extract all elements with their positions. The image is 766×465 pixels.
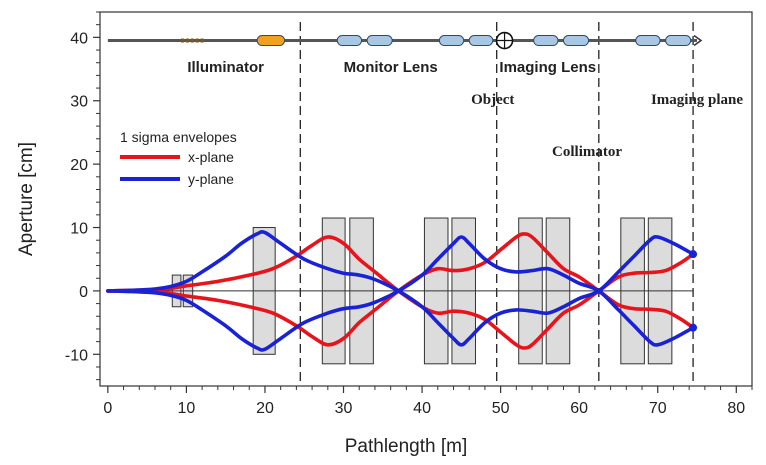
x-tick-label-2: 10	[178, 400, 196, 417]
endpoint-marker-2	[689, 323, 698, 332]
x-tick-label-1: 0	[103, 400, 112, 417]
x-tick-label-8: 70	[649, 400, 667, 417]
beamline-schematic	[107, 31, 703, 50]
y-tick-label-2: 0	[79, 284, 88, 301]
y-tick-label-1: -10	[65, 347, 88, 364]
endpoint-marker-1	[689, 250, 698, 259]
y-tick-label-5: 30	[70, 94, 88, 111]
x-tick-label-5: 40	[413, 400, 431, 417]
y-plane-envelope-3	[106, 230, 695, 347]
x-tick-label-7: 60	[570, 400, 588, 417]
axis-titles: Pathlength [m] Aperture [cm]	[16, 142, 467, 457]
beamline-element-4	[366, 35, 393, 47]
axis-ticks: 0 10 20 30 40 50 60 70 80 -10 0 10 20 30 40	[65, 11, 753, 417]
beamline-dot-3	[190, 38, 194, 43]
section-label-4: Object	[471, 92, 514, 108]
beamline-element-10	[665, 35, 692, 47]
section-label-6: Collimator	[552, 144, 622, 160]
x-tick-label-6: 50	[492, 400, 510, 417]
beamline-element-6	[468, 35, 494, 47]
beamline-element-2	[256, 35, 286, 47]
y-tick-label-6: 40	[70, 30, 88, 47]
beamline-element-5	[438, 35, 465, 47]
section-label-5: Imaging plane	[651, 92, 743, 108]
x-tick-label-4: 30	[335, 400, 353, 417]
beamline-element-9	[635, 35, 661, 47]
legend: 1 sigma envelopes x-plane y-plane	[120, 129, 237, 187]
legend-entry-2: y-plane	[188, 171, 234, 187]
section-label-1: Illuminator	[187, 59, 264, 76]
beamline-element-7	[533, 35, 559, 47]
y-tick-label-4: 20	[70, 157, 88, 174]
beamline-dot-1	[180, 38, 184, 43]
beamline-dot-4	[195, 38, 199, 43]
beamline-dot-2	[185, 38, 189, 43]
envelope-series	[106, 230, 698, 352]
section-label-3: Imaging Lens	[499, 59, 596, 76]
beamline-element-8	[562, 35, 590, 47]
x-axis-title: Pathlength [m]	[345, 436, 468, 457]
legend-entry-1: x-plane	[188, 149, 234, 165]
legend-title: 1 sigma envelopes	[120, 129, 237, 145]
x-tick-label-3: 20	[256, 400, 274, 417]
y-plane-envelope-4	[106, 235, 695, 352]
section-label-2: Monitor Lens	[344, 59, 438, 76]
beamline-arrow-icon	[693, 34, 703, 47]
beamline-element-3	[336, 35, 363, 47]
beamline-dot-5	[200, 38, 204, 43]
x-tick-label-9: 80	[727, 400, 745, 417]
y-tick-label-3: 10	[70, 221, 88, 238]
section-labels: Illuminator Monitor Lens Imaging Lens Objec…	[187, 59, 743, 160]
y-axis-title: Aperture [cm]	[16, 142, 37, 256]
